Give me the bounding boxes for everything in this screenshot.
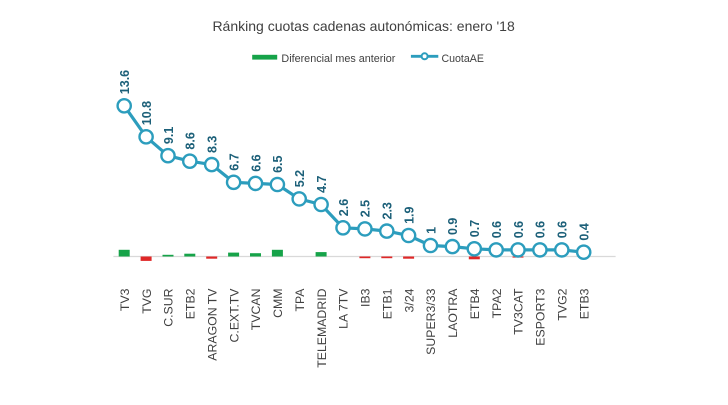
svg-text:3/24: 3/24 xyxy=(402,288,416,312)
svg-text:1: 1 xyxy=(424,227,438,234)
svg-text:LAOTRA: LAOTRA xyxy=(446,288,460,338)
svg-text:1.9: 1.9 xyxy=(402,206,416,223)
svg-text:ETB4: ETB4 xyxy=(468,288,482,319)
svg-text:TVCAN: TVCAN xyxy=(249,289,263,331)
svg-text:4.7: 4.7 xyxy=(315,175,329,192)
svg-text:ETB3: ETB3 xyxy=(577,288,591,319)
svg-text:13.6: 13.6 xyxy=(118,70,132,94)
svg-text:0.6: 0.6 xyxy=(512,221,526,238)
svg-text:0.4: 0.4 xyxy=(577,223,591,240)
svg-text:5.2: 5.2 xyxy=(293,170,307,187)
svg-text:10.8: 10.8 xyxy=(140,101,154,125)
svg-text:LA 7TV: LA 7TV xyxy=(337,288,351,329)
svg-text:TPA: TPA xyxy=(293,288,307,312)
svg-text:SUPER3/33: SUPER3/33 xyxy=(424,288,438,354)
svg-text:TVG: TVG xyxy=(140,289,154,314)
svg-text:CuotaAE: CuotaAE xyxy=(442,53,484,65)
svg-text:ARAGON TV: ARAGON TV xyxy=(205,288,219,361)
svg-text:TV3CAT: TV3CAT xyxy=(512,288,526,335)
svg-text:TV3: TV3 xyxy=(118,288,132,311)
svg-text:TVG2: TVG2 xyxy=(555,288,569,320)
svg-text:ETB2: ETB2 xyxy=(183,288,197,319)
svg-text:CMM: CMM xyxy=(271,289,285,318)
svg-text:0.9: 0.9 xyxy=(446,218,460,235)
svg-text:TELEMADRID: TELEMADRID xyxy=(315,288,329,367)
svg-text:8.6: 8.6 xyxy=(184,132,198,149)
svg-text:2.3: 2.3 xyxy=(381,202,395,219)
svg-text:9.1: 9.1 xyxy=(162,127,176,144)
svg-text:6.7: 6.7 xyxy=(227,153,241,170)
svg-text:8.3: 8.3 xyxy=(205,136,219,153)
svg-text:2.6: 2.6 xyxy=(337,199,351,216)
svg-text:Diferencial mes anterior: Diferencial mes anterior xyxy=(281,53,395,65)
svg-text:0.6: 0.6 xyxy=(534,221,548,238)
svg-text:0.7: 0.7 xyxy=(468,220,482,237)
svg-text:C.EXT.TV: C.EXT.TV xyxy=(227,288,241,343)
svg-text:0.6: 0.6 xyxy=(556,221,570,238)
svg-text:2.5: 2.5 xyxy=(359,200,373,217)
svg-text:0.6: 0.6 xyxy=(490,221,504,238)
svg-text:C.SUR: C.SUR xyxy=(162,288,176,326)
svg-text:6.6: 6.6 xyxy=(249,154,263,171)
svg-text:ESPORT3: ESPORT3 xyxy=(534,288,548,345)
svg-text:TPA2: TPA2 xyxy=(490,288,504,318)
svg-text:ETB1: ETB1 xyxy=(380,288,394,319)
svg-text:6.5: 6.5 xyxy=(271,155,285,172)
svg-text:IB3: IB3 xyxy=(359,288,373,307)
svg-text:Ránking cuotas cadenas autonóm: Ránking cuotas cadenas autonómicas: ener… xyxy=(212,18,515,34)
